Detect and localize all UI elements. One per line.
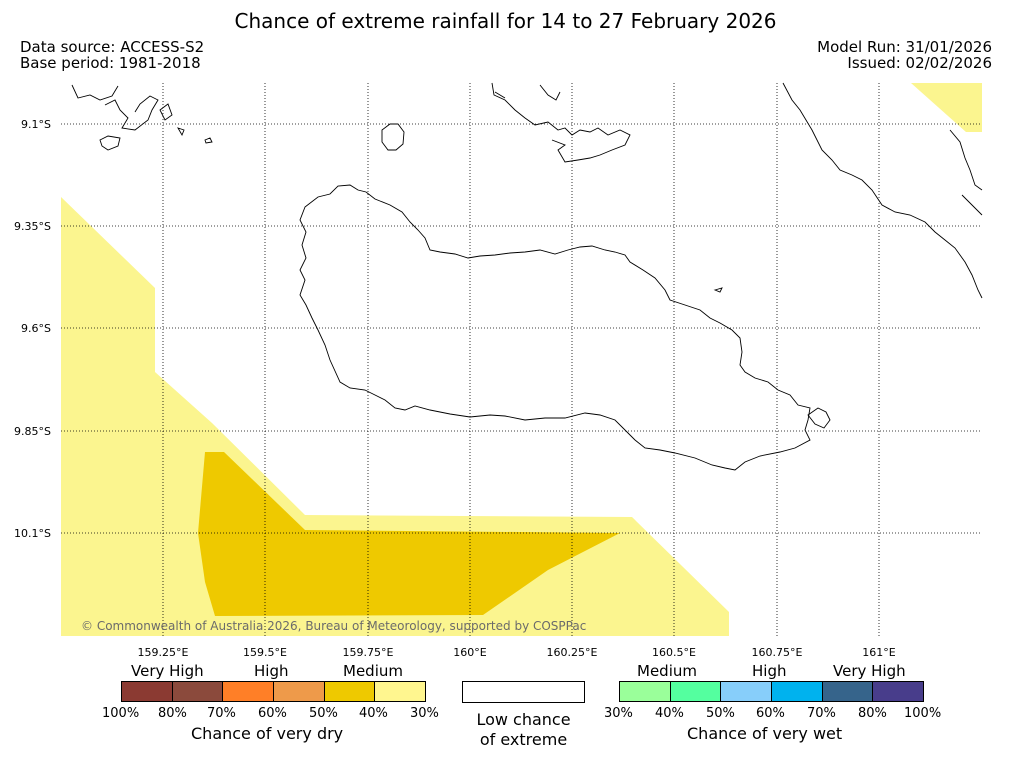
dry-colorbar-cell — [172, 682, 224, 701]
lon-label: 161°E — [862, 646, 895, 659]
wet-tick: 100% — [904, 706, 942, 721]
low-chance-line2: of extreme — [479, 730, 568, 749]
dry-colorbar-cell — [324, 682, 376, 701]
copyright-notice: © Commonwealth of Australia 2026, Bureau… — [81, 619, 587, 633]
wet-colorbar — [619, 681, 924, 702]
coast-northeast — [782, 82, 983, 299]
wet-tick: 40% — [655, 706, 684, 721]
wet-high-label: High — [752, 662, 787, 680]
wet-medium-label: Medium — [637, 662, 697, 680]
lon-label: 160°E — [453, 646, 486, 659]
dry-caption: Chance of very dry — [191, 724, 344, 743]
wet-tick: 60% — [756, 706, 785, 721]
medium-dry-area-northeast — [911, 83, 982, 132]
lat-label: 9.6°S — [21, 322, 51, 335]
wet-tick: 70% — [807, 706, 836, 721]
dry-tick: 80% — [158, 706, 187, 721]
wet-tick: 50% — [706, 706, 735, 721]
dry-colorbar-cell — [375, 682, 426, 701]
lat-label: 9.85°S — [14, 425, 51, 438]
wet-colorbar-cell — [670, 682, 722, 701]
wet-tick: 30% — [604, 706, 633, 721]
coastlines — [71, 82, 983, 471]
dry-tick: 70% — [207, 706, 236, 721]
dry-tick: 60% — [258, 706, 287, 721]
wet-colorbar-cell — [873, 682, 924, 701]
dry-very-high-label: Very High — [131, 662, 204, 680]
lon-label: 160.25°E — [547, 646, 598, 659]
islet-east — [713, 287, 723, 293]
dry-colorbar-cell — [274, 682, 325, 701]
dry-high-label: High — [254, 662, 289, 680]
island-east-tip — [807, 407, 831, 429]
data-source: Data source: ACCESS-S2 — [20, 38, 205, 56]
low-chance-swatch — [462, 681, 585, 703]
islands-northwest — [71, 84, 213, 151]
wet-colorbar-cell — [721, 682, 773, 701]
latitude-labels: 9.1°S 9.35°S 9.6°S 9.85°S 10.1°S — [14, 118, 51, 540]
model-run: Model Run: 31/01/2026 — [817, 38, 992, 56]
dry-colorbar — [121, 681, 426, 702]
low-chance-line1: Low chance — [476, 710, 571, 729]
islands-north-central — [491, 82, 631, 163]
lon-label: 159.5°E — [243, 646, 287, 659]
wet-very-high-label: Very High — [833, 662, 906, 680]
lon-label: 159.25°E — [138, 646, 189, 659]
longitude-labels: 159.25°E 159.5°E 159.75°E 160°E 160.25°E… — [138, 646, 896, 659]
page-title: Chance of extreme rainfall for 14 to 27 … — [234, 9, 777, 33]
small-island-north — [381, 123, 405, 151]
main-island-coastline — [299, 184, 811, 471]
wet-caption: Chance of very wet — [687, 724, 843, 743]
dry-tick: 50% — [309, 706, 338, 721]
dry-tick: 30% — [410, 706, 439, 721]
dry-colorbar-cell — [122, 682, 173, 701]
base-period: Base period: 1981-2018 — [20, 54, 201, 72]
wet-tick: 80% — [858, 706, 887, 721]
lat-label: 10.1°S — [14, 527, 51, 540]
dry-colorbar-cell — [223, 682, 275, 701]
wet-colorbar-cell — [620, 682, 671, 701]
dry-medium-label: Medium — [343, 662, 403, 680]
lon-label: 160.5°E — [652, 646, 696, 659]
wet-colorbar-cell — [822, 682, 874, 701]
lon-label: 159.75°E — [343, 646, 394, 659]
gridlines — [61, 83, 982, 636]
high-dry-area — [198, 452, 620, 616]
issued-date: Issued: 02/02/2026 — [847, 54, 992, 72]
dry-tick: 100% — [102, 706, 140, 721]
lon-label: 160.75°E — [752, 646, 803, 659]
wet-colorbar-cell — [772, 682, 823, 701]
lat-label: 9.35°S — [14, 220, 51, 233]
lat-label: 9.1°S — [21, 118, 51, 131]
dry-tick: 40% — [359, 706, 388, 721]
